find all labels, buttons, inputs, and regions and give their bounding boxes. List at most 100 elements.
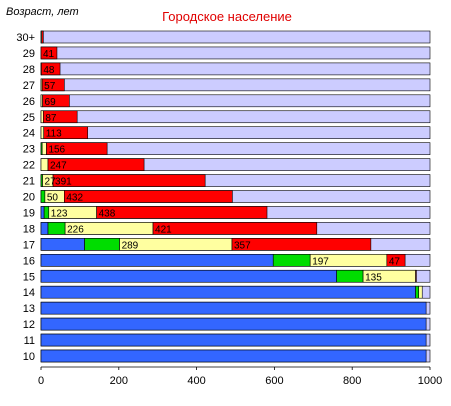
bar-row-29: 29 — [23, 46, 431, 60]
bar-segment-21-3 — [52, 174, 206, 187]
bar-segment-17-0 — [40, 238, 85, 251]
data-label-21-2: 27 — [45, 177, 57, 188]
bar-background-29 — [40, 46, 431, 60]
bar-row-25: 25 — [23, 110, 431, 124]
x-axis-ticks: 0 200 400 600 800 1000 — [38, 366, 442, 387]
bar-row-10: 10 — [23, 349, 431, 363]
y-tick-label: 22 — [23, 160, 35, 172]
bar-segment-14-0 — [40, 285, 416, 299]
bar-background-28 — [40, 62, 431, 76]
bar-segment-14-2 — [418, 285, 423, 299]
data-label-29-3: 41 — [43, 49, 55, 60]
bar-segment-15-1 — [336, 269, 364, 283]
y-tick-label: 11 — [24, 335, 35, 347]
y-tick-label: 17 — [23, 239, 35, 251]
y-tick-label: 14 — [23, 287, 35, 299]
bar-segment-24-2 — [40, 126, 45, 139]
bar-row-15: 15 — [23, 269, 431, 283]
bar-segment-23-3 — [46, 142, 108, 155]
data-label-27-3: 57 — [44, 81, 56, 92]
bar-row-20: 20 — [23, 190, 431, 204]
y-tick-label: 23 — [23, 144, 35, 156]
x-tick-label: 200 — [110, 375, 128, 387]
y-tick-label: 27 — [23, 80, 35, 92]
x-tick-label: 0 — [38, 375, 44, 387]
bar-segment-16-0 — [40, 254, 274, 267]
data-label-18-2: 226 — [67, 224, 84, 235]
data-label-23-3: 156 — [48, 145, 65, 156]
data-label-22-3: 247 — [50, 161, 67, 172]
y-tick-label: 19 — [23, 207, 35, 219]
data-label-18-3: 421 — [155, 224, 172, 235]
bar-segment-17-1 — [84, 238, 120, 251]
chart-title: Городское население — [162, 9, 292, 24]
bar-segment-16-1 — [272, 254, 311, 267]
bar-segment-25-2 — [40, 110, 44, 124]
y-tick-label: 12 — [23, 319, 35, 331]
data-label-19-2: 123 — [51, 208, 68, 219]
bar-row-28: 28 — [23, 62, 431, 76]
y-tick-label: 16 — [23, 255, 35, 267]
x-tick-label: 400 — [187, 375, 205, 387]
bar-row-13: 13 — [23, 301, 431, 315]
data-label-26-3: 69 — [45, 97, 57, 108]
bar-segment-22-3 — [47, 158, 145, 171]
bar-segment-14-1 — [415, 285, 420, 299]
bar-row-18: 18 — [23, 222, 431, 235]
data-label-25-3: 87 — [45, 113, 57, 124]
bar-segment-20-3 — [64, 190, 233, 203]
data-label-24-3: 113 — [46, 129, 62, 140]
bar-background-25 — [40, 110, 431, 124]
bar-segment-23-2 — [41, 142, 47, 155]
bar-segment-16-3 — [386, 254, 406, 267]
y-tick-label: 20 — [23, 192, 35, 204]
bar-row-11: 11 — [24, 333, 431, 347]
data-label-17-2: 289 — [122, 240, 139, 251]
data-label-16-2: 197 — [312, 256, 329, 267]
plot-area: 30+ 29 28 27 26 25 24 23 22 21 20 19 18 17 16 15 14 13 12 1… — [16, 30, 431, 363]
y-tick-label: 21 — [23, 176, 35, 188]
data-label-28-3: 48 — [43, 65, 55, 76]
data-label-20-3: 432 — [66, 193, 83, 204]
bar-row-12: 12 — [23, 317, 431, 331]
bar-background-30+ — [40, 30, 431, 44]
bar-segment-22-2 — [40, 158, 49, 171]
bar-segment-28-3 — [41, 62, 61, 76]
y-tick-label: 28 — [23, 64, 35, 76]
bar-row-26: 26 — [23, 94, 431, 108]
bar-segment-19-0 — [40, 206, 45, 219]
y-tick-label: 15 — [23, 271, 35, 283]
y-tick-label: 24 — [23, 128, 35, 140]
bar-segment-26-3 — [42, 94, 70, 108]
y-tick-label: 13 — [23, 303, 35, 315]
bar-row-17: 17 — [23, 238, 431, 251]
bar-segment-12-0 — [40, 317, 427, 331]
data-label-16-3: 47 — [389, 256, 401, 267]
bar-row-19: 19 — [23, 206, 431, 219]
bar-segment-13-0 — [40, 301, 427, 315]
y-tick-label: 25 — [23, 112, 35, 124]
bar-row-27: 27 — [23, 78, 431, 92]
data-label-15-2: 135 — [365, 272, 382, 283]
y-tick-label: 10 — [23, 351, 35, 363]
y-tick-label: 26 — [23, 96, 35, 108]
bar-row-16: 16 — [23, 254, 431, 267]
y-tick-label: 29 — [23, 48, 35, 60]
bar-segment-27-3 — [41, 78, 65, 92]
bar-segment-15-3 — [415, 269, 417, 283]
bar-background-24 — [40, 126, 431, 139]
bar-segment-15-0 — [40, 269, 337, 283]
bar-segment-19-3 — [96, 206, 268, 219]
y-axis-label: Возраст, лет — [6, 6, 79, 18]
data-label-21-3: 391 — [55, 177, 72, 188]
bar-segment-30+-3 — [41, 30, 44, 44]
bar-segment-29-3 — [40, 46, 58, 60]
bar-row-24: 24 — [23, 126, 431, 140]
bar-segment-24-3 — [43, 126, 88, 139]
bar-row-14: 14 — [23, 285, 431, 299]
bar-row-30+: 30+ — [16, 30, 431, 44]
bar-segment-19-1 — [43, 206, 50, 219]
data-label-17-3: 357 — [234, 240, 251, 251]
data-label-20-2: 50 — [47, 193, 59, 204]
